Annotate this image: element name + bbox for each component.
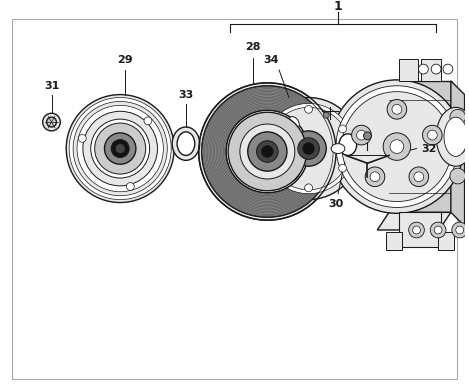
Circle shape	[46, 117, 56, 127]
Ellipse shape	[436, 107, 469, 166]
Polygon shape	[377, 212, 451, 230]
Circle shape	[257, 141, 278, 162]
Circle shape	[78, 134, 86, 142]
Circle shape	[452, 222, 468, 238]
Circle shape	[409, 167, 429, 187]
Circle shape	[352, 125, 371, 145]
Polygon shape	[399, 59, 418, 81]
Circle shape	[430, 222, 446, 238]
Circle shape	[298, 138, 319, 159]
Polygon shape	[451, 81, 465, 226]
Circle shape	[257, 98, 360, 200]
Ellipse shape	[288, 168, 299, 180]
Circle shape	[248, 132, 287, 171]
Circle shape	[363, 132, 371, 140]
Circle shape	[262, 146, 273, 158]
Circle shape	[267, 107, 350, 190]
Circle shape	[111, 140, 129, 158]
Text: 32: 32	[422, 144, 437, 154]
Circle shape	[127, 183, 134, 190]
Circle shape	[408, 222, 424, 238]
Circle shape	[240, 124, 295, 179]
Circle shape	[392, 104, 402, 114]
Circle shape	[83, 111, 158, 186]
Circle shape	[303, 143, 315, 154]
Circle shape	[342, 92, 452, 202]
Circle shape	[291, 131, 326, 166]
Circle shape	[43, 113, 61, 131]
Circle shape	[370, 172, 380, 182]
Circle shape	[456, 226, 464, 234]
Text: 30: 30	[328, 199, 344, 209]
Circle shape	[434, 226, 442, 234]
Circle shape	[339, 125, 347, 133]
Circle shape	[431, 64, 441, 74]
Text: 28: 28	[245, 43, 260, 53]
Ellipse shape	[444, 117, 468, 156]
Polygon shape	[422, 59, 441, 81]
Text: 33: 33	[178, 90, 194, 99]
Circle shape	[226, 110, 309, 193]
Ellipse shape	[333, 127, 363, 162]
Circle shape	[336, 86, 458, 207]
Circle shape	[264, 103, 354, 194]
Circle shape	[202, 86, 333, 217]
Circle shape	[228, 112, 307, 191]
Text: 34: 34	[264, 55, 279, 65]
Circle shape	[305, 105, 312, 113]
Circle shape	[73, 101, 167, 196]
Circle shape	[427, 130, 437, 140]
Circle shape	[115, 144, 125, 154]
Circle shape	[413, 226, 420, 234]
Circle shape	[387, 99, 407, 119]
Polygon shape	[386, 232, 402, 250]
Polygon shape	[438, 232, 454, 250]
Text: 31: 31	[44, 81, 59, 91]
Polygon shape	[389, 81, 451, 212]
Circle shape	[450, 109, 466, 125]
Ellipse shape	[331, 144, 345, 154]
Circle shape	[77, 105, 163, 192]
Circle shape	[323, 112, 329, 118]
Circle shape	[339, 164, 347, 172]
Circle shape	[271, 164, 279, 172]
Circle shape	[443, 64, 453, 74]
Ellipse shape	[288, 116, 299, 130]
Circle shape	[91, 119, 150, 178]
Circle shape	[450, 139, 466, 154]
Circle shape	[330, 80, 464, 213]
Circle shape	[69, 98, 171, 200]
Ellipse shape	[172, 127, 200, 160]
Circle shape	[144, 117, 152, 125]
Circle shape	[95, 123, 146, 174]
Circle shape	[414, 172, 424, 182]
Ellipse shape	[177, 132, 195, 156]
Circle shape	[423, 125, 442, 145]
Text: 1: 1	[333, 0, 342, 13]
Circle shape	[450, 168, 466, 184]
Circle shape	[356, 130, 366, 140]
Circle shape	[383, 133, 411, 160]
Circle shape	[271, 125, 279, 133]
Circle shape	[418, 64, 428, 74]
Circle shape	[199, 83, 336, 220]
Text: 29: 29	[117, 55, 133, 65]
Circle shape	[390, 140, 404, 154]
Circle shape	[66, 94, 174, 202]
Circle shape	[305, 184, 312, 192]
Circle shape	[105, 133, 136, 164]
Polygon shape	[399, 212, 441, 247]
Ellipse shape	[339, 134, 356, 156]
Circle shape	[365, 167, 385, 187]
